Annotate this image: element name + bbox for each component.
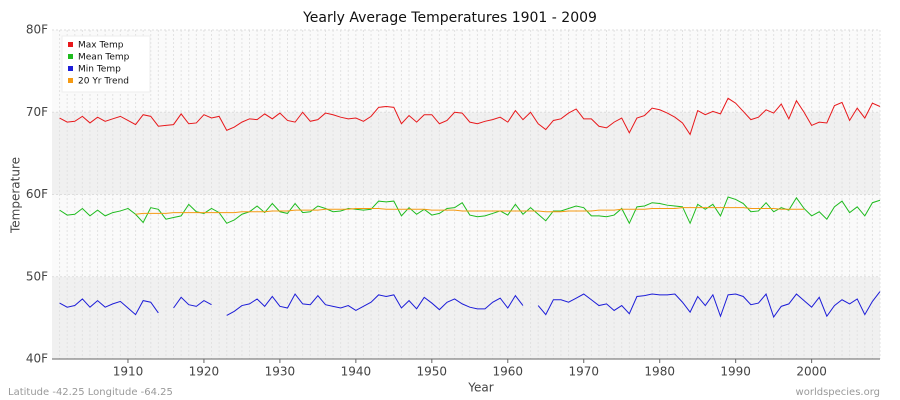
- legend-swatch: [68, 42, 73, 47]
- y-tick-label: 50F: [26, 269, 48, 283]
- legend-swatch: [68, 66, 73, 71]
- x-tick-label: 1980: [644, 365, 675, 379]
- x-tick-label: 2000: [796, 365, 827, 379]
- legend-label: 20 Yr Trend: [78, 77, 129, 87]
- x-tick-label: 1930: [265, 365, 296, 379]
- y-tick-label: 40F: [26, 352, 48, 366]
- x-tick-label: 1960: [493, 365, 524, 379]
- series-line: [59, 97, 881, 136]
- x-tick-label: 1940: [341, 365, 372, 379]
- legend-swatch: [68, 54, 73, 59]
- grid-band: [52, 112, 880, 195]
- series-line: [59, 291, 881, 319]
- y-tick-label: 80F: [26, 23, 48, 37]
- y-axis-label: Temperature: [9, 157, 23, 234]
- footer-right: worldspecies.org: [796, 387, 880, 398]
- legend-label: Min Temp: [78, 65, 121, 75]
- x-tick-label: 1990: [720, 365, 751, 379]
- chart-title: Yearly Average Temperatures 1901 - 2009: [302, 10, 597, 26]
- x-tick-label: 1950: [417, 365, 448, 379]
- legend-label: Max Temp: [78, 41, 124, 51]
- x-axis-label: Year: [467, 381, 493, 395]
- footer-left: Latitude -42.25 Longitude -64.25: [8, 387, 173, 398]
- grid-band: [52, 276, 880, 359]
- y-tick-label: 70F: [26, 105, 48, 119]
- x-tick-label: 1920: [189, 365, 220, 379]
- series-line: [59, 196, 881, 225]
- x-tick-label: 1910: [113, 365, 144, 379]
- x-tick-label: 1970: [568, 365, 599, 379]
- legend-box: [61, 35, 151, 93]
- series-line: [135, 207, 805, 215]
- legend-label: Mean Temp: [78, 53, 130, 63]
- legend-swatch: [68, 78, 73, 83]
- y-tick-label: 60F: [26, 187, 48, 201]
